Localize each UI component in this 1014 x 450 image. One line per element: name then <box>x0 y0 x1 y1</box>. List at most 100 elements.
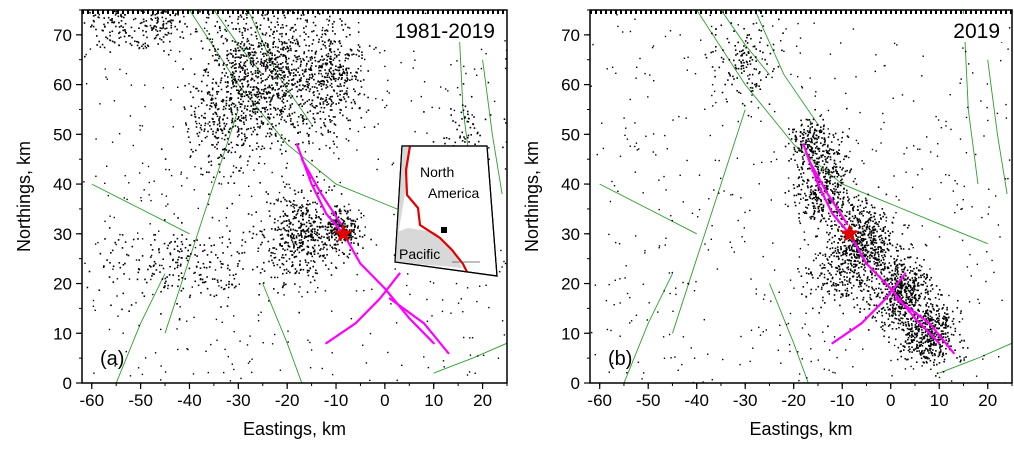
earthquake <box>290 234 292 237</box>
earthquake <box>164 6 166 8</box>
earthquake <box>210 105 213 108</box>
earthquake <box>251 149 254 151</box>
earthquake <box>300 233 302 235</box>
earthquake <box>325 84 328 86</box>
earthquake <box>220 279 222 282</box>
earthquake <box>344 239 346 242</box>
earthquake <box>367 70 369 72</box>
earthquake <box>234 80 237 82</box>
earthquake <box>162 24 164 26</box>
earthquake <box>259 63 262 65</box>
earthquake <box>916 283 919 285</box>
earthquake <box>153 273 155 275</box>
earthquake <box>249 53 252 56</box>
earthquake <box>339 51 341 54</box>
earthquake <box>283 119 286 122</box>
earthquake <box>904 311 906 313</box>
earthquake <box>232 274 235 276</box>
earthquake <box>260 111 262 113</box>
earthquake <box>115 25 117 28</box>
earthquake <box>835 252 838 254</box>
earthquake <box>854 225 856 228</box>
earthquake <box>872 249 875 251</box>
earthquake <box>909 292 912 294</box>
earthquake <box>334 80 337 82</box>
earthquake <box>286 220 288 222</box>
earthquake <box>884 309 886 311</box>
earthquake <box>849 239 852 241</box>
earthquake <box>857 232 859 234</box>
earthquake <box>932 318 935 321</box>
earthquake <box>812 176 814 179</box>
earthquake <box>145 30 147 33</box>
earthquake <box>335 205 338 208</box>
earthquake <box>818 147 821 150</box>
earthquake <box>340 193 343 195</box>
earthquake <box>239 70 241 73</box>
earthquake <box>853 249 855 252</box>
earthquake <box>320 237 322 240</box>
earthquake <box>105 76 107 78</box>
earthquake <box>907 298 909 301</box>
earthquake <box>283 14 286 17</box>
earthquake <box>261 88 263 91</box>
earthquake <box>274 54 276 56</box>
earthquake <box>338 85 340 88</box>
earthquake <box>859 225 861 228</box>
earthquake <box>804 210 807 213</box>
earthquake <box>335 212 337 214</box>
earthquake <box>118 32 120 35</box>
seismicity <box>83 6 507 383</box>
earthquake <box>111 249 114 252</box>
earthquake <box>235 28 237 30</box>
earthquake <box>145 20 148 22</box>
earthquake <box>144 84 146 86</box>
earthquake <box>262 123 264 125</box>
earthquake <box>841 204 843 206</box>
fault-traces <box>599 10 1012 383</box>
earthquake <box>241 31 244 34</box>
earthquake <box>159 37 161 40</box>
earthquake <box>293 39 296 42</box>
earthquake <box>311 246 314 249</box>
earthquake <box>222 100 224 103</box>
earthquake <box>341 24 343 26</box>
earthquake <box>160 27 163 30</box>
earthquake <box>432 282 435 284</box>
earthquake <box>894 290 897 293</box>
earthquake <box>870 254 873 257</box>
earthquake <box>927 297 930 300</box>
earthquake <box>135 259 138 261</box>
earthquake <box>258 283 261 285</box>
earthquake <box>873 292 876 294</box>
earthquake <box>395 322 398 324</box>
earthquake <box>274 77 276 80</box>
earthquake <box>281 254 284 256</box>
earthquake <box>316 202 318 205</box>
earthquake <box>107 21 109 24</box>
earthquake <box>284 214 287 216</box>
earthquake <box>262 73 264 75</box>
earthquake <box>224 74 226 77</box>
earthquake <box>210 128 213 130</box>
earthquake <box>919 353 922 355</box>
earthquake <box>229 52 232 55</box>
earthquake <box>802 179 804 182</box>
earthquake <box>270 254 272 257</box>
earthquake <box>217 48 219 51</box>
earthquake <box>139 172 141 174</box>
earthquake <box>895 265 898 267</box>
earthquake <box>318 84 320 86</box>
earthquake <box>903 268 905 271</box>
earthquake <box>147 45 150 48</box>
earthquake <box>900 291 902 293</box>
earthquake <box>292 84 295 86</box>
earthquake <box>245 119 247 121</box>
earthquake <box>869 254 872 256</box>
earthquake <box>270 128 273 130</box>
earthquake <box>466 374 469 376</box>
earthquake <box>826 180 829 182</box>
earthquake <box>233 72 235 75</box>
earthquake <box>186 177 188 179</box>
earthquake <box>203 130 206 132</box>
